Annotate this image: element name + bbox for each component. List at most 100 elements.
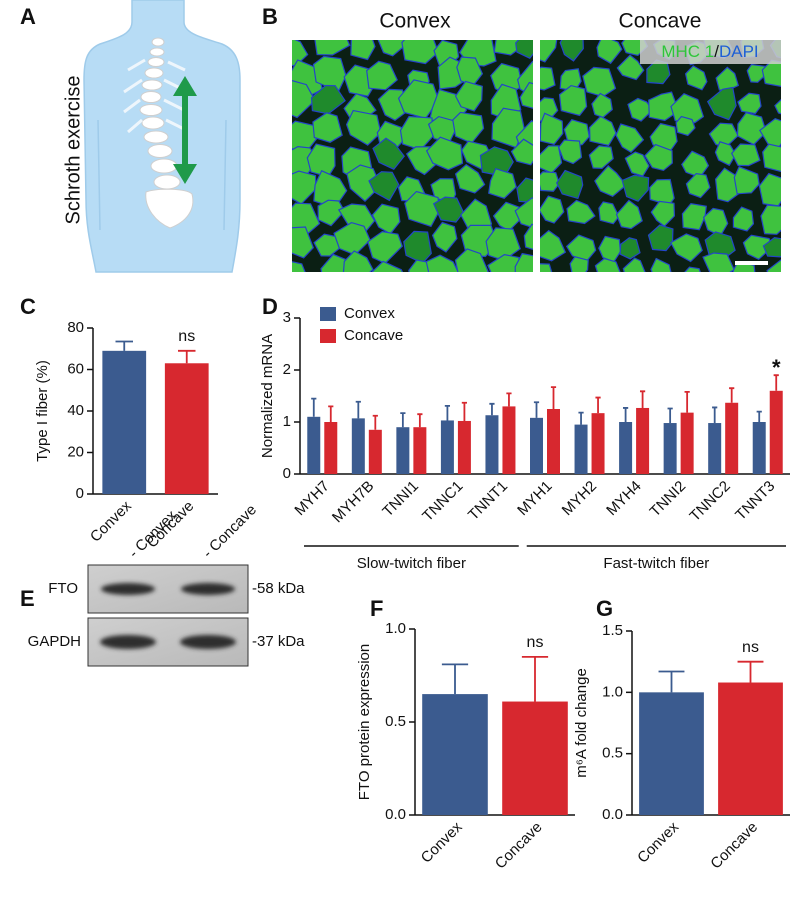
y-tick-label: 1.5 <box>602 622 623 639</box>
fiber <box>314 40 351 56</box>
fiber <box>377 40 409 57</box>
bar <box>574 424 588 474</box>
error-bar <box>712 406 718 424</box>
fiber <box>742 234 773 261</box>
error-bar <box>729 387 735 403</box>
x-tick-label: MYH4 <box>603 478 644 519</box>
bar <box>396 427 410 474</box>
body-illustration <box>83 0 241 273</box>
y-tick-label: 1.0 <box>602 683 623 700</box>
fiber <box>540 112 564 145</box>
y-axis-label: Type I fiber (%) <box>34 360 51 462</box>
bar <box>164 363 209 494</box>
fiber <box>523 223 533 250</box>
fiber <box>540 171 560 192</box>
fiber <box>647 224 674 252</box>
fiber <box>621 174 650 202</box>
annotation: ns <box>527 634 544 651</box>
fiber <box>675 115 696 137</box>
y-tick-label: 0 <box>283 465 291 482</box>
micrograph <box>292 40 533 272</box>
error-bar <box>667 407 673 424</box>
fiber <box>566 199 596 225</box>
bar <box>368 429 382 474</box>
annotation: ns <box>178 328 195 345</box>
fiber <box>706 86 737 121</box>
fiber <box>432 196 465 223</box>
y-tick-label: 3 <box>283 309 291 326</box>
fiber <box>515 40 533 59</box>
bar <box>639 692 704 815</box>
group-label: Slow-twitch fiber <box>357 555 466 572</box>
fiber <box>627 97 654 122</box>
y-tick-label: 0.0 <box>602 806 623 823</box>
error-bar <box>595 396 601 414</box>
error-bar <box>115 340 133 351</box>
y-tick-label: 1 <box>283 413 291 430</box>
annotation: * <box>772 355 781 380</box>
bar <box>440 420 454 474</box>
fiber <box>594 165 628 197</box>
stain-label: MHC 1/DAPI <box>661 42 758 61</box>
bar <box>102 350 147 494</box>
error-bar <box>773 374 779 391</box>
fiber <box>760 204 781 235</box>
fiber <box>596 40 623 65</box>
protein-label: GAPDH <box>28 633 81 650</box>
error-bar <box>658 670 685 693</box>
fiber <box>454 80 483 112</box>
legend-label: Convex <box>344 305 395 322</box>
panel-letter: A <box>20 4 36 29</box>
bar <box>413 427 427 474</box>
fiber <box>774 98 781 115</box>
fiber <box>714 141 737 167</box>
micrographs <box>292 40 781 272</box>
fiber <box>519 81 533 109</box>
fiber <box>619 237 641 260</box>
fiber <box>317 199 346 227</box>
fiber <box>644 143 673 172</box>
x-tick-label: MYH2 <box>559 478 600 519</box>
bar <box>725 402 739 474</box>
bar <box>307 416 321 474</box>
error-bar <box>489 402 495 416</box>
fiber <box>766 259 781 272</box>
fiber <box>684 266 701 272</box>
column-label: Concave <box>619 10 702 33</box>
y-tick-label: 20 <box>67 443 84 460</box>
x-tick-label: TNNI1 <box>379 478 422 521</box>
y-tick-label: 0.0 <box>385 806 406 823</box>
protein-label: FTO <box>48 580 78 597</box>
error-bar <box>417 413 423 428</box>
fiber <box>684 65 708 91</box>
fiber <box>454 163 486 194</box>
x-tick-label: Convex <box>87 497 135 545</box>
panel-letter: E <box>20 586 35 611</box>
fiber <box>669 233 703 263</box>
bar <box>636 407 650 474</box>
bar <box>769 390 783 474</box>
y-axis-label: m⁶A fold change <box>573 668 590 778</box>
fiber <box>345 109 382 146</box>
fiber <box>615 123 645 154</box>
bar <box>502 406 516 474</box>
annotation: ns <box>742 639 759 656</box>
fiber <box>510 138 533 166</box>
fiber <box>431 221 458 253</box>
fiber <box>487 253 520 272</box>
fiber <box>670 92 705 124</box>
error-bar <box>550 386 557 409</box>
fiber <box>514 197 533 229</box>
fiber <box>371 260 404 272</box>
bar <box>752 422 766 474</box>
fiber <box>569 256 589 272</box>
fiber <box>762 236 781 258</box>
y-tick-label: 80 <box>67 319 84 336</box>
fiber <box>702 252 735 272</box>
fiber <box>292 261 306 272</box>
fiber <box>292 80 316 119</box>
y-tick-label: 2 <box>283 361 291 378</box>
error-bar <box>521 656 549 702</box>
stain: / <box>714 42 719 61</box>
